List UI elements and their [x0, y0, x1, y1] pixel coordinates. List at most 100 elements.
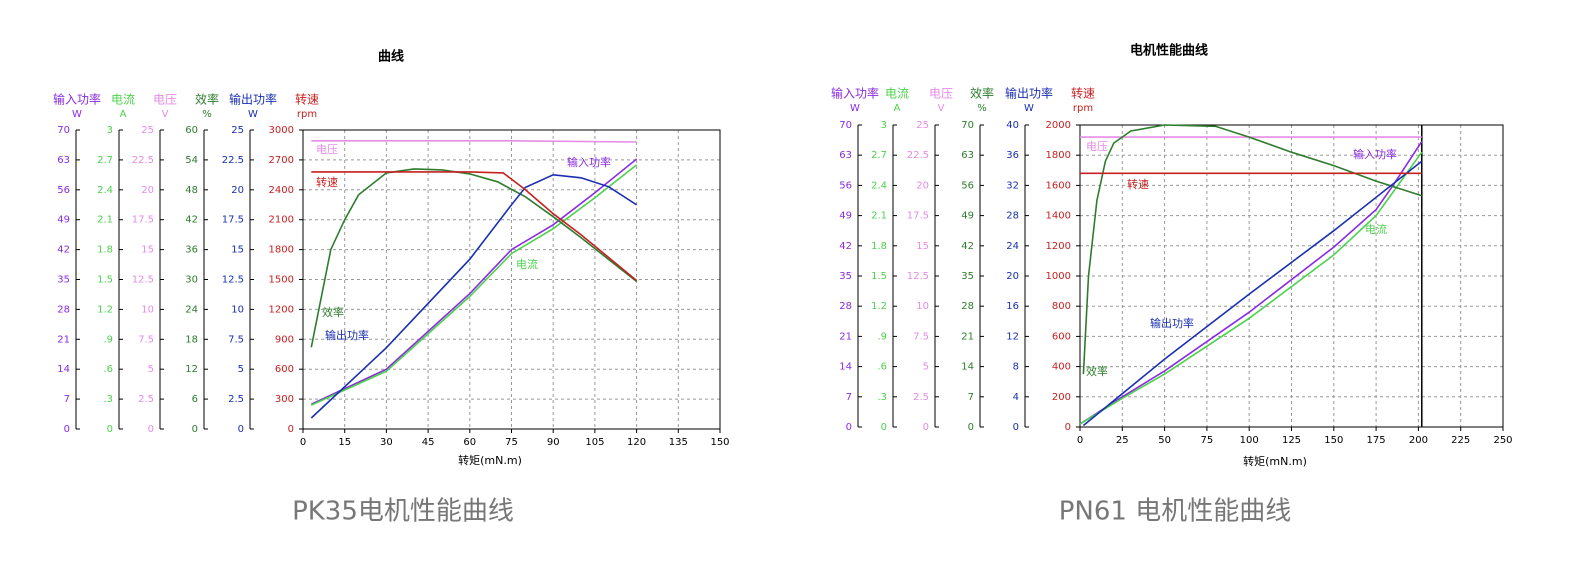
series-line [1082, 160, 1423, 427]
y-tick-label: 0 [1013, 422, 1019, 433]
y-tick-label: 7 [968, 392, 974, 403]
y-tick-label: 14 [57, 364, 70, 375]
y-tick-label: 20 [231, 185, 244, 196]
x-tick-label: 25 [1116, 435, 1129, 446]
y-tick-label: 22.5 [222, 155, 244, 166]
y-tick-label: 400 [1052, 362, 1071, 373]
series-label: 输入功率 [567, 155, 611, 169]
y-tick-label: 20 [141, 185, 154, 196]
y-tick-label: 1400 [1046, 211, 1071, 222]
x-tick-label: 30 [380, 437, 393, 448]
x-tick-label: 50 [1158, 435, 1171, 446]
y-tick-label: 70 [961, 120, 974, 131]
y-tick-label: 22.5 [132, 155, 154, 166]
y-tick-label: 21 [839, 331, 852, 342]
y-tick-label: .6 [877, 362, 887, 373]
y-tick-label: 2.5 [913, 392, 929, 403]
y-tick-label: 28 [839, 301, 852, 312]
x-tick-label: 75 [1201, 435, 1214, 446]
y-tick-label: 18 [185, 334, 198, 345]
y-tick-label: 3 [107, 125, 113, 136]
y-tick-label: 0 [881, 422, 887, 433]
axis-name: 电流 [885, 87, 909, 101]
y-tick-label: 40 [1006, 120, 1019, 131]
y-tick-label: 1.8 [871, 241, 887, 252]
y-tick-label: 2.1 [97, 215, 113, 226]
axis-unit: rpm [297, 109, 317, 120]
y-tick-label: 2.4 [871, 180, 887, 191]
y-tick-label: 8 [1013, 362, 1019, 373]
y-tick-label: 12.5 [132, 275, 154, 286]
y-tick-label: 1.5 [97, 275, 113, 286]
series-label: 输入功率 [1353, 147, 1397, 161]
x-tick-label: 0 [300, 437, 306, 448]
y-tick-label: 3000 [269, 125, 294, 136]
axis-unit: W [72, 109, 82, 120]
y-tick-label: .3 [103, 394, 113, 405]
axis-name: 转速 [1071, 86, 1095, 101]
series-line [1082, 124, 1423, 375]
y-tick-label: 5 [148, 364, 154, 375]
series-label: 效率 [322, 305, 344, 319]
axis-name: 输入功率 [53, 92, 101, 107]
axis-unit: rpm [1073, 103, 1093, 114]
y-tick-label: 56 [961, 180, 974, 191]
y-tick-label: .9 [103, 334, 113, 345]
y-tick-label: 12 [1006, 331, 1019, 342]
x-tick-label: 0 [1077, 435, 1083, 446]
y-tick-label: 0 [846, 422, 852, 433]
y-tick-label: 35 [961, 271, 974, 282]
y-tick-label: 0 [288, 424, 294, 435]
x-tick-label: 105 [585, 437, 604, 448]
y-tick-label: 0 [107, 424, 113, 435]
x-tick-label: 225 [1451, 435, 1470, 446]
y-tick-label: 48 [185, 185, 198, 196]
series-line [310, 168, 638, 348]
series-label: 转速 [316, 175, 338, 189]
x-axis-label: 转矩(mN.m) [458, 453, 522, 467]
y-tick-label: 10 [916, 301, 929, 312]
y-tick-label: 49 [57, 215, 70, 226]
y-tick-label: 2.7 [871, 150, 887, 161]
caption: PN61 电机性能曲线 [1059, 497, 1291, 527]
y-tick-label: 22.5 [907, 150, 929, 161]
series-line [311, 171, 638, 282]
x-tick-label: 100 [1240, 435, 1259, 446]
y-tick-label: 25 [231, 125, 244, 136]
y-tick-label: 30 [185, 275, 198, 286]
y-tick-label: 2.1 [871, 211, 887, 222]
y-tick-label: 1.2 [97, 304, 113, 315]
y-tick-label: 1.8 [97, 245, 113, 256]
y-tick-label: 21 [57, 334, 70, 345]
series-label: 电流 [1365, 222, 1387, 236]
axis-unit: W [850, 103, 860, 114]
y-tick-label: 21 [961, 331, 974, 342]
x-tick-label: 150 [710, 437, 729, 448]
y-tick-label: 7 [64, 394, 70, 405]
x-axis-label: 转矩(mN.m) [1243, 454, 1307, 468]
y-tick-label: 2.4 [97, 185, 113, 196]
y-tick-label: 20 [1006, 271, 1019, 282]
axis-name: 效率 [970, 86, 994, 101]
series-label: 电压 [316, 143, 338, 156]
series-label: 电流 [516, 257, 538, 271]
y-tick-label: 70 [57, 125, 70, 136]
y-tick-label: 28 [57, 304, 70, 315]
y-tick-label: 14 [839, 362, 852, 373]
y-tick-label: 17.5 [907, 211, 929, 222]
y-tick-label: 3 [881, 120, 887, 131]
axis-unit: W [1024, 103, 1034, 114]
y-tick-label: 0 [1065, 422, 1071, 433]
y-tick-label: 12.5 [222, 275, 244, 286]
axis-name: 电压 [929, 87, 953, 101]
y-tick-label: 0 [923, 422, 929, 433]
y-tick-label: 42 [839, 241, 852, 252]
series-label: 效率 [1086, 364, 1108, 378]
y-tick-label: .6 [103, 364, 113, 375]
y-tick-label: 28 [961, 301, 974, 312]
y-tick-label: 17.5 [132, 215, 154, 226]
y-tick-label: 56 [839, 180, 852, 191]
x-tick-label: 75 [505, 437, 518, 448]
series-line [1079, 140, 1423, 425]
